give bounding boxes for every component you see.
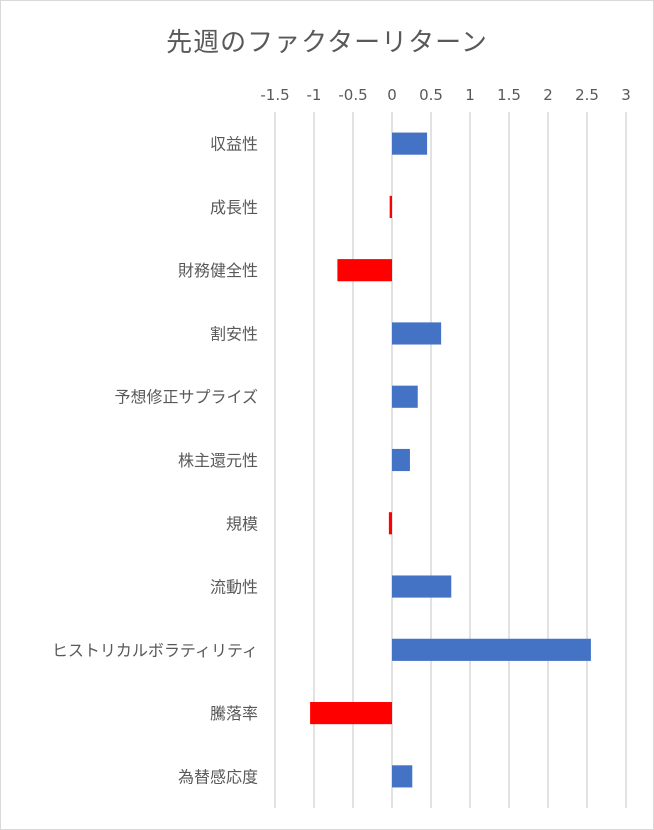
bar <box>310 702 392 725</box>
category-label: 成長性 <box>210 198 258 217</box>
x-tick-label: 3 <box>621 86 631 104</box>
x-tick-label: 1 <box>465 86 475 104</box>
bar <box>392 448 410 472</box>
x-tick-label: -0.5 <box>338 86 367 104</box>
category-label: 株主還元性 <box>178 451 258 470</box>
x-tick-label: 0.5 <box>419 86 443 104</box>
chart-title: 先週のファクターリターン <box>166 28 488 58</box>
category-label: 為替感応度 <box>178 767 258 786</box>
bar <box>392 322 442 345</box>
x-axis-ticks: -1.5 -1 -0.5 0 0.5 1 1.5 2 2.5 3 <box>260 86 630 104</box>
x-tick-label: -1.5 <box>260 86 289 104</box>
bar <box>388 512 392 535</box>
bars <box>310 132 591 788</box>
bar <box>337 259 392 282</box>
bar <box>392 132 428 155</box>
category-label: ヒストリカルボラティリティ <box>52 641 258 660</box>
category-label: 流動性 <box>210 578 258 597</box>
category-label: 規模 <box>226 514 258 533</box>
x-tick-label: 2 <box>543 86 553 104</box>
bar <box>392 385 418 408</box>
x-tick-label: 0 <box>387 86 397 104</box>
category-label: 騰落率 <box>210 704 258 723</box>
bar <box>392 765 413 788</box>
category-label: 収益性 <box>210 135 258 154</box>
x-tick-label: 1.5 <box>497 86 521 104</box>
bar <box>392 638 591 661</box>
bar <box>392 575 452 598</box>
gridlines <box>274 112 627 808</box>
category-labels: 収益性成長性財務健全性割安性予想修正サプライズ株主還元性規模流動性ヒストリカルボ… <box>52 135 258 787</box>
category-label: 財務健全性 <box>178 261 258 280</box>
x-tick-label: 2.5 <box>575 86 599 104</box>
bar <box>389 195 392 218</box>
category-label: 割安性 <box>210 324 258 343</box>
category-label: 予想修正サプライズ <box>114 388 258 407</box>
x-tick-label: -1 <box>307 86 322 104</box>
